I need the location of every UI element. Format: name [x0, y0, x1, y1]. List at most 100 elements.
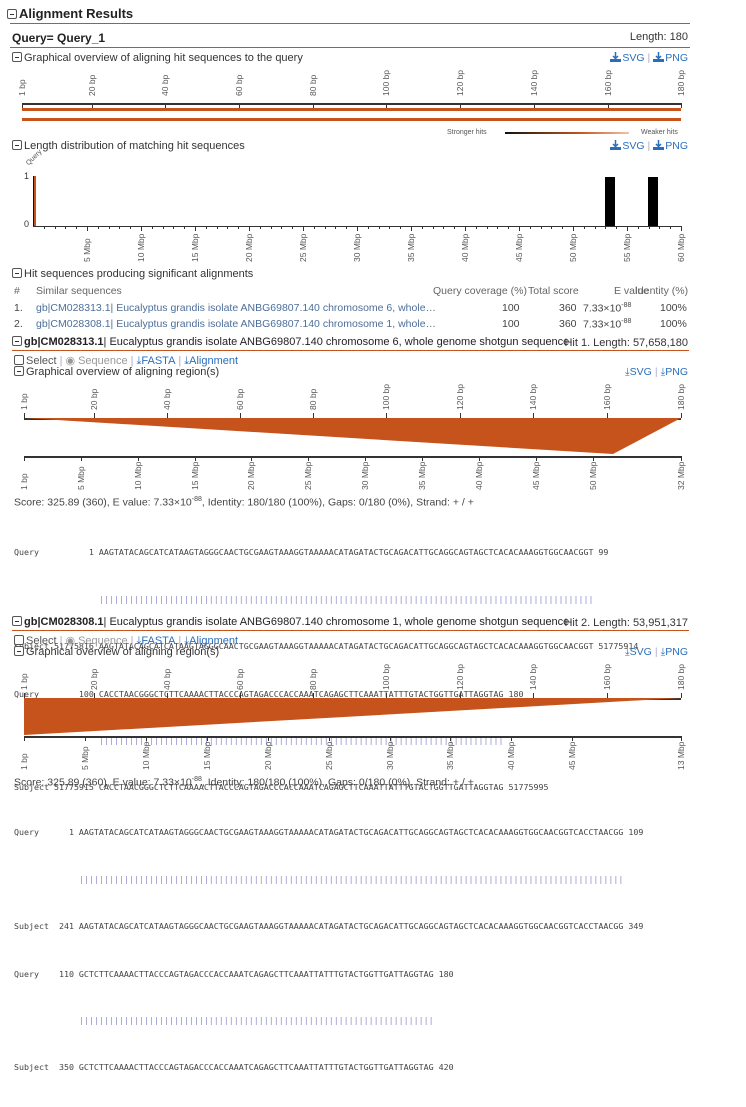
divider	[10, 23, 690, 24]
hit-2-length: Hit 2. Length: 53,951,317	[564, 617, 688, 629]
collapse-icon[interactable]	[12, 140, 22, 150]
axis-tick	[165, 103, 166, 108]
download-icon	[653, 140, 665, 150]
hit-2-stats: Score: 325.89 (360), E value: 7.33×10-88…	[14, 776, 474, 789]
legend-gradient	[505, 132, 629, 134]
alignment-results-header[interactable]: Alignment Results	[7, 6, 133, 21]
download-svg-link[interactable]: SVG	[610, 140, 645, 152]
axis-tick	[92, 103, 93, 108]
download-png-link[interactable]: PNG	[653, 52, 688, 64]
axis-tick	[421, 226, 423, 229]
axis-tick	[386, 103, 387, 108]
hit-1-header[interactable]: gb|CM028313.1| Eucalyptus grandis isolat…	[12, 336, 569, 348]
axis-tick	[454, 226, 456, 229]
axis-tick	[594, 226, 596, 229]
axis-tick-label: 1 bp	[19, 753, 29, 770]
download-icon	[610, 140, 622, 150]
select-checkbox[interactable]: Select	[14, 355, 57, 367]
query-length: Length: 180	[629, 31, 688, 43]
collapse-icon[interactable]	[12, 336, 22, 346]
overview-toggle[interactable]: Graphical overview of aligning hit seque…	[12, 52, 303, 64]
collapse-icon[interactable]	[14, 646, 24, 656]
hits-table-title: Hit sequences producing significant alig…	[24, 268, 254, 280]
axis-tick	[367, 226, 369, 229]
sequence-button[interactable]: ◉ Sequence	[65, 635, 128, 647]
hit-1-region-toggle[interactable]: Graphical overview of aligning region(s)	[14, 366, 219, 378]
download-svg-link[interactable]: ⤓SVG	[625, 646, 652, 658]
alignment-results-page: Alignment Results Query= Query_1 Length:…	[0, 0, 746, 1072]
axis-tick	[195, 226, 196, 229]
axis-tick	[534, 103, 535, 108]
axis-tick	[313, 226, 315, 229]
axis-tick	[65, 226, 67, 229]
axis-tick	[141, 226, 142, 229]
download-svg-link[interactable]: SVG	[610, 52, 645, 64]
length-dist-toggle[interactable]: Length distribution of matching hit sequ…	[12, 140, 245, 152]
axis-tick	[146, 736, 147, 741]
checkbox-icon	[14, 355, 24, 365]
axis-tick-label: 45 Mbp	[567, 741, 577, 770]
axis-tick	[76, 226, 78, 229]
axis-tick	[681, 693, 682, 698]
collapse-icon[interactable]	[7, 9, 17, 19]
axis-tick	[681, 736, 682, 741]
axis-tick	[81, 456, 82, 461]
hit-bar-1[interactable]	[22, 108, 681, 111]
length-bar-hit-1[interactable]	[648, 177, 658, 226]
axis-tick	[508, 226, 510, 229]
y-tick-0: 0	[24, 219, 30, 229]
hit-bar-2[interactable]	[22, 118, 681, 121]
sequence-button[interactable]: ◉ Sequence	[65, 355, 128, 367]
y-axis	[33, 176, 34, 226]
axis-tick	[681, 413, 682, 418]
alignment-download[interactable]: ⤓Alignment	[184, 355, 239, 367]
download-png-link[interactable]: ⤓PNG	[660, 646, 688, 658]
axis-tick	[205, 226, 207, 229]
axis-tick	[681, 456, 682, 461]
hit-1-alignment-polygon[interactable]	[0, 0, 746, 897]
collapse-icon[interactable]	[14, 366, 24, 376]
fasta-download[interactable]: ⤓FASTA	[136, 635, 176, 647]
axis-tick	[460, 693, 461, 698]
axis-tick	[240, 693, 241, 698]
axis-tick	[54, 226, 56, 229]
hit-link[interactable]: gb|CM028308.1| Eucalyptus grandis isolat…	[36, 318, 437, 330]
length-bar-hit-2[interactable]	[605, 177, 615, 226]
axis-tick	[94, 693, 95, 698]
axis-tick	[138, 456, 139, 461]
axis-tick	[87, 226, 88, 229]
axis-tick	[616, 226, 618, 229]
axis-tick	[239, 103, 240, 108]
axis-tick	[422, 456, 423, 461]
axis-tick	[240, 413, 241, 418]
hit-2-region-toggle[interactable]: Graphical overview of aligning region(s)	[14, 646, 219, 658]
axis-tick	[238, 226, 240, 229]
hit-2-alignment-polygon[interactable]	[0, 0, 746, 897]
download-png-link[interactable]: PNG	[653, 140, 688, 152]
axis-tick	[259, 226, 261, 229]
overview-title: Graphical overview of aligning hit seque…	[24, 52, 303, 64]
axis-tick	[389, 226, 391, 229]
hit-2-header[interactable]: gb|CM028308.1| Eucalyptus grandis isolat…	[12, 616, 569, 628]
select-checkbox[interactable]: Select	[14, 635, 57, 647]
axis-tick	[324, 226, 326, 229]
axis-tick	[281, 226, 283, 229]
hits-table-toggle[interactable]: Hit sequences producing significant alig…	[12, 268, 253, 280]
overview-downloads: SVG | PNG	[610, 52, 688, 64]
collapse-icon[interactable]	[12, 52, 22, 62]
download-svg-link[interactable]: ⤓SVG	[625, 366, 652, 378]
hit-link[interactable]: gb|CM028313.1| Eucalyptus grandis isolat…	[36, 302, 437, 314]
collapse-icon[interactable]	[12, 268, 22, 278]
axis-tick-label: 20 Mbp	[263, 741, 273, 770]
fasta-download[interactable]: ⤓FASTA	[136, 355, 176, 367]
download-png-link[interactable]: ⤓PNG	[660, 366, 688, 378]
alignment-download[interactable]: ⤓Alignment	[184, 635, 239, 647]
section-title: Alignment Results	[19, 6, 134, 21]
axis-tick	[24, 456, 25, 461]
hit-2-actions: Select | ◉ Sequence | ⤓FASTA | ⤓Alignment	[14, 634, 238, 648]
collapse-icon[interactable]	[12, 616, 22, 626]
axis-tick	[249, 226, 250, 229]
axis-tick	[411, 226, 412, 229]
axis-tick	[43, 226, 45, 229]
axis-tick	[511, 736, 512, 741]
